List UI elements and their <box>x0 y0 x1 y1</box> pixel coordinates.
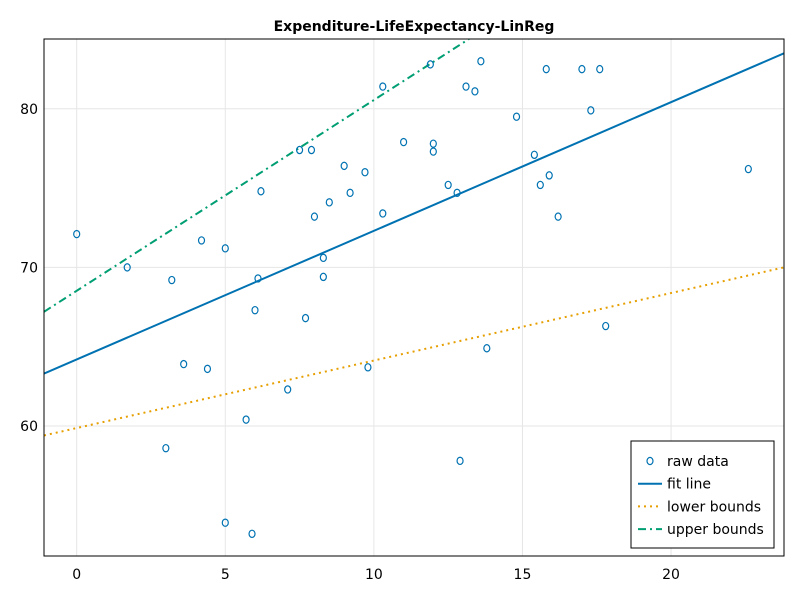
scatter-points <box>73 57 752 538</box>
data-point <box>197 236 206 245</box>
legend: raw data fit line lower bounds upper bounds <box>630 440 775 549</box>
data-point <box>453 188 461 198</box>
data-point <box>399 137 408 147</box>
data-point <box>162 443 170 453</box>
data-point <box>319 253 327 263</box>
data-point <box>254 274 262 283</box>
legend-label: raw data <box>667 454 729 470</box>
legend-label: lower bounds <box>667 499 761 515</box>
data-point <box>477 57 485 66</box>
x-tick-label: 0 <box>72 567 81 583</box>
series-line-fit-line <box>44 52 784 375</box>
series-lines <box>44 39 784 437</box>
data-point <box>587 106 595 115</box>
data-point <box>426 60 434 69</box>
data-point <box>364 363 372 372</box>
legend-box <box>630 440 775 549</box>
data-point <box>542 64 550 74</box>
data-point <box>221 518 229 527</box>
data-point <box>471 87 479 96</box>
x-tick-label: 5 <box>221 567 230 583</box>
data-point <box>456 456 464 466</box>
data-point <box>257 187 265 196</box>
data-point <box>180 359 188 369</box>
data-point <box>168 275 176 285</box>
data-point <box>444 180 452 190</box>
chart-title: Expenditure-LifeExpectancy-LinReg <box>274 19 555 35</box>
data-point <box>346 188 354 198</box>
y-tick-label: 70 <box>20 260 38 276</box>
data-point <box>340 161 348 171</box>
data-point <box>462 82 470 91</box>
data-point <box>744 164 752 174</box>
data-point <box>483 344 491 353</box>
legend-label: upper bounds <box>667 522 764 538</box>
series-line-lower-bounds <box>44 266 784 437</box>
data-point <box>512 112 521 121</box>
data-point <box>295 145 304 155</box>
data-point <box>203 364 212 374</box>
data-point <box>284 385 292 394</box>
axis-ticks: 0 5 10 15 20 60 70 80 <box>20 102 680 583</box>
x-tick-label: 15 <box>514 567 532 583</box>
data-point <box>242 415 250 424</box>
legend-marker-raw-data <box>646 456 654 466</box>
data-point <box>530 150 538 159</box>
data-point <box>361 168 369 177</box>
data-point <box>248 529 256 538</box>
plot-frame <box>43 38 785 557</box>
data-point <box>602 321 610 331</box>
data-point <box>545 171 553 180</box>
data-point <box>319 272 327 282</box>
data-point <box>123 263 131 272</box>
x-tick-label: 20 <box>662 567 680 583</box>
data-point <box>73 229 81 239</box>
legend-label: fit line <box>667 477 711 493</box>
data-point <box>429 147 437 156</box>
data-point <box>325 198 333 207</box>
data-point <box>251 305 259 315</box>
data-point <box>554 212 562 221</box>
data-point <box>379 82 387 91</box>
data-point <box>379 209 387 218</box>
series-line-upper-bounds <box>44 39 470 313</box>
data-point <box>301 313 310 323</box>
data-point <box>429 139 437 148</box>
data-point <box>307 145 316 155</box>
data-point <box>578 64 586 74</box>
grid <box>44 39 784 556</box>
data-point <box>310 212 319 221</box>
y-tick-label: 80 <box>20 102 38 118</box>
data-point <box>536 180 544 190</box>
y-tick-label: 60 <box>20 419 38 435</box>
data-point <box>596 64 604 74</box>
x-tick-label: 10 <box>365 567 383 583</box>
data-point <box>221 244 229 253</box>
